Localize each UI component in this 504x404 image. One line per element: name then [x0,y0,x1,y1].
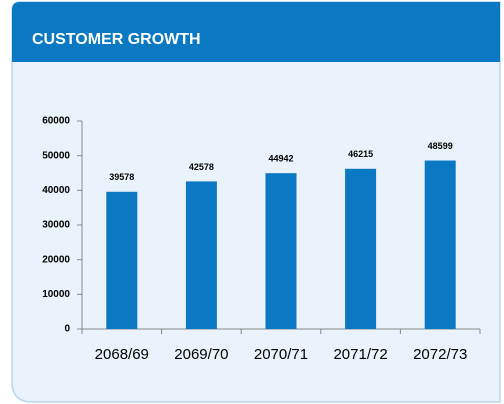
y-tick-label: 60000 [42,116,70,127]
bar [345,168,377,329]
chart-title: CUSTOMER GROWTH [32,31,201,48]
value-label: 42578 [189,162,214,172]
value-label: 46215 [348,149,373,159]
y-tick-label: 40000 [42,185,70,196]
value-label: 39578 [109,172,134,182]
bar [265,173,297,329]
y-tick-label: 30000 [42,220,70,231]
value-label: 44942 [268,154,293,164]
x-tick-label: 2069/70 [174,346,228,363]
y-tick-label: 50000 [42,150,70,161]
x-tick-label: 2070/71 [254,346,308,363]
x-tick-label: 2072/73 [413,346,467,363]
bar [106,191,138,329]
y-tick-label: 20000 [42,254,70,265]
x-tick-label: 2068/69 [95,346,149,363]
y-tick-label: 0 [64,324,70,335]
bar [185,181,217,329]
x-tick-label: 2071/72 [333,346,387,363]
value-label: 48599 [428,141,453,151]
header-band [12,2,500,62]
y-tick-label: 10000 [42,289,70,300]
bar [424,160,456,329]
